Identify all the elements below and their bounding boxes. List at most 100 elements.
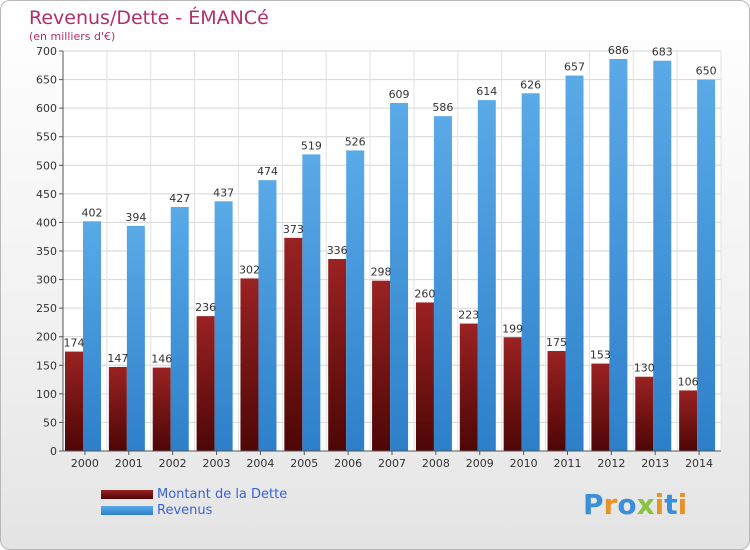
y-tick-label: 600 xyxy=(36,102,57,115)
y-tick-label: 650 xyxy=(36,74,57,87)
x-tick-label: 2003 xyxy=(203,457,231,470)
bar-revenue xyxy=(653,60,672,451)
data-label-revenue: 394 xyxy=(125,211,146,224)
data-label-debt: 373 xyxy=(283,223,304,236)
y-tick-label: 100 xyxy=(36,388,57,401)
data-label-debt: 146 xyxy=(151,353,172,366)
data-label-revenue: 626 xyxy=(520,78,541,91)
data-label-debt: 236 xyxy=(195,301,216,314)
bar-revenue xyxy=(258,180,277,451)
bar-debt xyxy=(415,302,434,451)
bar-debt xyxy=(284,237,303,451)
x-tick-label: 2007 xyxy=(378,457,406,470)
proxiti-logo: Proxiti xyxy=(583,488,687,521)
legend-label-revenue: Revenus xyxy=(157,503,213,518)
logo-letter: t xyxy=(664,488,678,521)
legend-swatch-revenue xyxy=(101,506,153,515)
bar-debt xyxy=(328,259,347,451)
x-tick-label: 2001 xyxy=(115,457,143,470)
bar-debt xyxy=(108,367,127,451)
bar-debt xyxy=(240,278,259,451)
data-label-revenue: 650 xyxy=(696,65,717,78)
data-label-debt: 153 xyxy=(590,349,611,362)
y-tick-label: 350 xyxy=(36,245,57,258)
data-label-revenue: 402 xyxy=(82,206,103,219)
bar-revenue xyxy=(565,75,584,452)
bar-debt xyxy=(152,367,171,451)
data-label-debt: 199 xyxy=(502,322,523,335)
legend-label-debt: Montant de la Dette xyxy=(157,487,288,502)
data-label-debt: 302 xyxy=(239,263,260,276)
bar-debt xyxy=(635,376,654,451)
data-label-revenue: 614 xyxy=(476,85,497,98)
y-tick-label: 700 xyxy=(36,45,57,58)
x-tick-label: 2008 xyxy=(422,457,450,470)
bar-revenue xyxy=(126,225,145,451)
logo-letter: i xyxy=(654,488,665,521)
data-label-debt: 147 xyxy=(107,352,128,365)
x-tick-label: 2005 xyxy=(290,457,318,470)
x-tick-label: 2012 xyxy=(597,457,625,470)
y-tick-label: 450 xyxy=(36,188,57,201)
y-tick-label: 550 xyxy=(36,131,57,144)
y-tick-label: 0 xyxy=(50,445,57,458)
data-label-debt: 130 xyxy=(634,362,655,375)
x-tick-label: 2010 xyxy=(510,457,538,470)
x-tick-label: 2000 xyxy=(71,457,99,470)
bar-revenue xyxy=(346,150,365,451)
bar-debt xyxy=(459,323,478,451)
bar-debt xyxy=(196,316,215,451)
bar-debt xyxy=(679,390,698,451)
data-label-revenue: 437 xyxy=(213,186,234,199)
data-label-debt: 223 xyxy=(458,309,479,322)
bar-revenue xyxy=(609,59,628,451)
bar-debt xyxy=(503,337,522,451)
y-tick-label: 250 xyxy=(36,302,57,315)
bar-revenue xyxy=(83,221,101,451)
x-tick-label: 2004 xyxy=(246,457,274,470)
bar-debt xyxy=(65,351,83,451)
bar-debt xyxy=(591,363,610,451)
data-label-revenue: 586 xyxy=(432,101,453,114)
logo-letter: o xyxy=(617,488,637,521)
data-label-debt: 298 xyxy=(371,266,392,279)
x-tick-label: 2013 xyxy=(641,457,669,470)
bar-debt xyxy=(547,351,566,451)
chart-subtitle: (en milliers d'€) xyxy=(29,30,116,43)
y-tick-label: 200 xyxy=(36,331,57,344)
data-label-debt: 175 xyxy=(546,336,567,349)
y-tick-label: 50 xyxy=(43,416,57,429)
bar-revenue xyxy=(302,154,321,451)
bar-debt xyxy=(372,280,391,451)
data-label-revenue: 657 xyxy=(564,61,585,74)
logo-letter: r xyxy=(603,488,618,521)
bar-revenue xyxy=(214,201,233,451)
bar-revenue xyxy=(170,207,189,451)
bar-revenue xyxy=(697,79,716,452)
bar-revenue xyxy=(390,103,409,451)
x-tick-label: 2006 xyxy=(334,457,362,470)
bar-revenue xyxy=(477,100,496,452)
data-label-revenue: 686 xyxy=(608,44,629,57)
logo-letter: i xyxy=(677,488,688,521)
data-label-debt: 106 xyxy=(678,375,699,388)
y-tick-label: 500 xyxy=(36,159,57,172)
x-tick-label: 2009 xyxy=(466,457,494,470)
data-label-revenue: 519 xyxy=(301,139,322,152)
logo-letter: P xyxy=(583,488,604,521)
chart-title: Revenus/Dette - ÉMANCé xyxy=(29,7,269,29)
bar-revenue xyxy=(433,116,452,452)
data-label-debt: 260 xyxy=(414,287,435,300)
data-label-revenue: 526 xyxy=(345,135,366,148)
data-label-revenue: 427 xyxy=(169,192,190,205)
logo-letter: x xyxy=(636,488,655,521)
x-tick-label: 2002 xyxy=(159,457,187,470)
x-tick-label: 2011 xyxy=(553,457,581,470)
data-label-debt: 336 xyxy=(327,244,348,257)
legend-swatch-debt xyxy=(101,490,153,499)
data-label-revenue: 609 xyxy=(389,88,410,101)
y-tick-label: 400 xyxy=(36,216,57,229)
x-tick-label: 2014 xyxy=(685,457,713,470)
